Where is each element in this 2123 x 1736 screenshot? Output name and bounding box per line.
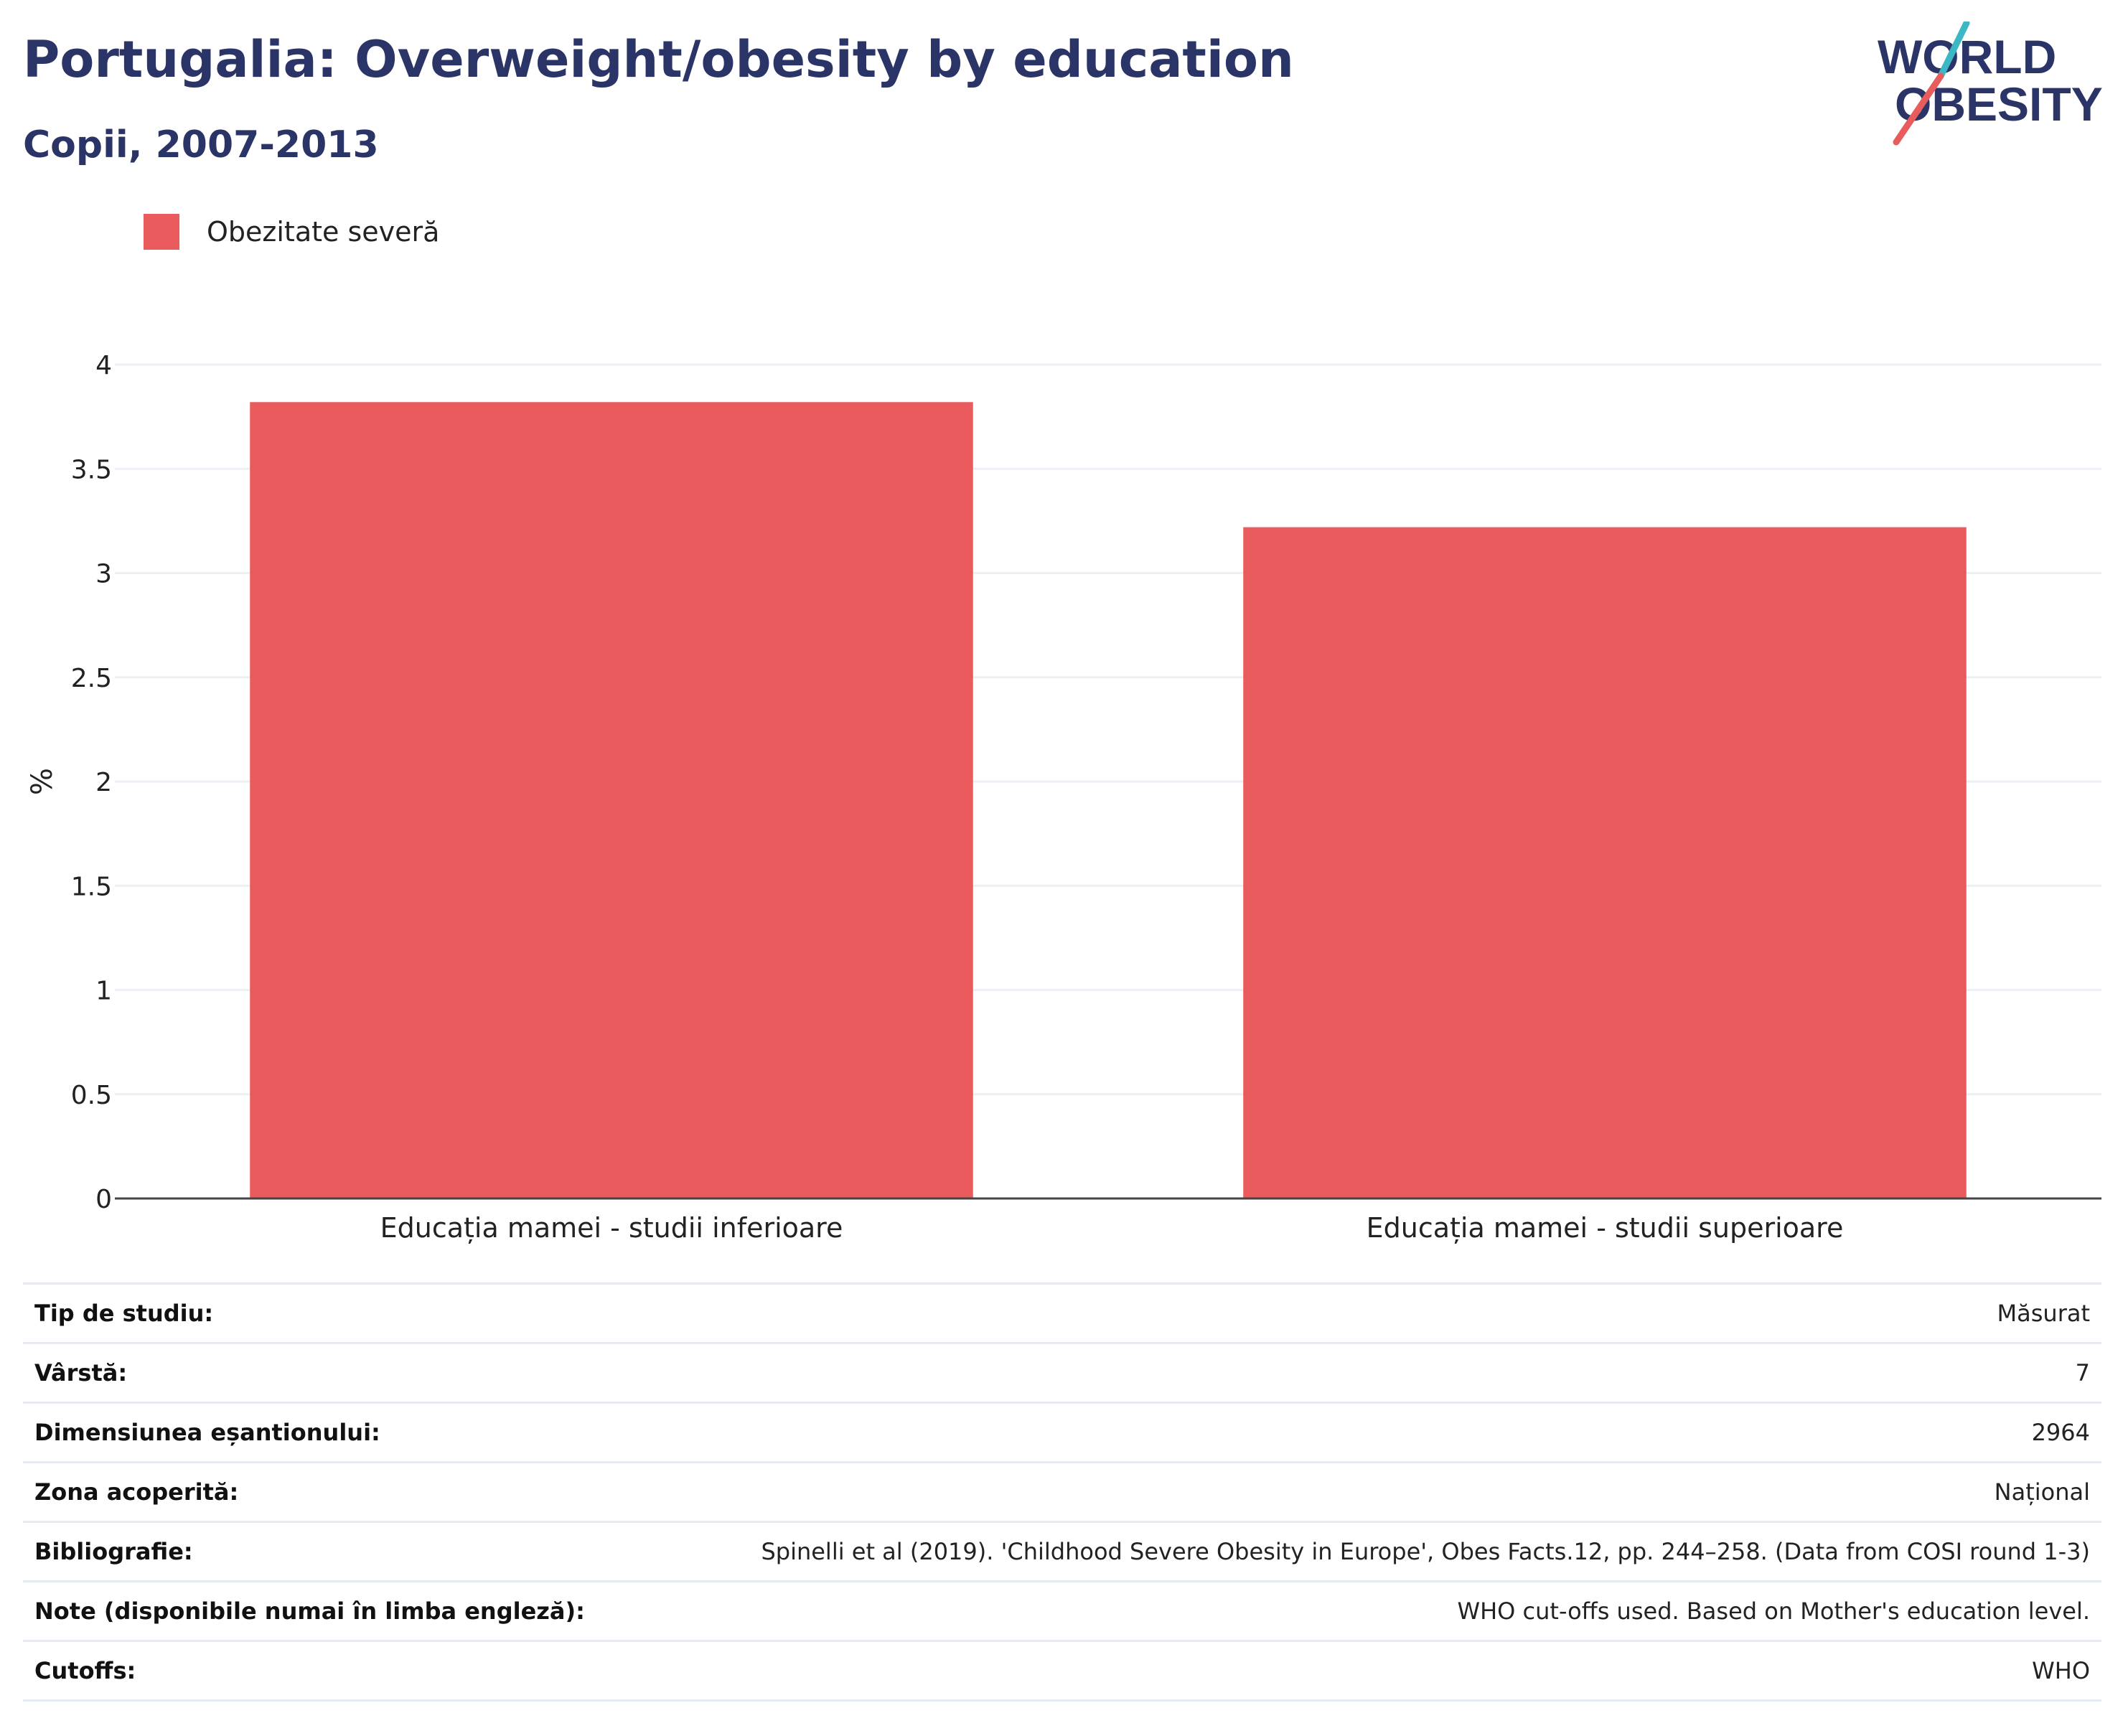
logo-slash-bottom	[1893, 72, 1944, 146]
info-row: Vârstă: 7	[23, 1343, 2101, 1403]
legend-swatch	[144, 214, 179, 250]
x-tick-label: Educația mamei - studii inferioare	[380, 1212, 843, 1244]
info-row: Cutoffs: WHO	[23, 1641, 2101, 1701]
info-row: Note (disponibile numai în limba engleză…	[23, 1582, 2101, 1641]
y-tick-label: 3.5	[71, 455, 112, 484]
info-value: 2964	[2031, 1419, 2090, 1446]
info-label: Tip de studiu:	[34, 1300, 214, 1327]
info-label: Vârstă:	[34, 1359, 128, 1387]
info-label: Note (disponibile numai în limba engleză…	[34, 1597, 585, 1625]
info-label: Dimensiunea eșantionului:	[34, 1419, 380, 1446]
info-row: Dimensiunea eșantionului: 2964	[23, 1403, 2101, 1463]
info-value: Spinelli et al (2019). 'Childhood Severe…	[761, 1538, 2090, 1565]
logo-line2: OBESITY	[1895, 78, 2103, 131]
x-tick-label: Educația mamei - studii superioare	[1367, 1212, 1844, 1244]
y-axis-label: %	[26, 768, 59, 795]
bar-2	[1243, 527, 1967, 1198]
info-value: WHO cut-offs used. Based on Mother's edu…	[1457, 1597, 2090, 1625]
world-obesity-logo: WORLD OBESITY	[1878, 22, 2103, 146]
info-value: Național	[1994, 1478, 2090, 1506]
info-row: Zona acoperită: Național	[23, 1463, 2101, 1522]
y-tick-label: 1.5	[71, 872, 112, 901]
bar-1	[250, 402, 973, 1198]
info-label: Zona acoperită:	[34, 1478, 239, 1506]
y-tick-label: 2	[95, 768, 112, 797]
info-row: Tip de studiu: Măsurat	[23, 1283, 2101, 1343]
logo-line1: WORLD	[1878, 30, 2056, 83]
info-value: WHO	[2032, 1657, 2090, 1684]
y-tick-label: 2.5	[71, 664, 112, 693]
legend: Obezitate severă	[144, 214, 439, 250]
y-tick-label: 4	[95, 351, 112, 380]
info-row: Bibliografie: Spinelli et al (2019). 'Chi…	[23, 1522, 2101, 1582]
y-tick-label: 3	[95, 560, 112, 589]
logo-slash-top	[1937, 22, 1970, 80]
legend-label: Obezitate severă	[207, 216, 440, 248]
info-label: Bibliografie:	[34, 1538, 193, 1565]
y-tick-label: 0	[95, 1185, 112, 1214]
y-tick-label: 1	[95, 977, 112, 1006]
chart-subtitle: Copii, 2007-2013	[23, 123, 379, 166]
info-value: 7	[2075, 1359, 2090, 1387]
info-label: Cutoffs:	[34, 1657, 136, 1684]
y-tick-label: 0.5	[71, 1081, 112, 1110]
bar-chart: 0 0.5 1 1.5 2 2.5 3 3.5 4% Educația mamei - studi…	[26, 351, 2101, 1244]
info-value: Măsurat	[1997, 1300, 2090, 1327]
chart-title: Portugalia: Overweight/obesity by educat…	[23, 30, 1294, 89]
info-table: Tip de studiu: Măsurat Vârstă: 7 Dimensiunea…	[23, 1282, 2101, 1702]
